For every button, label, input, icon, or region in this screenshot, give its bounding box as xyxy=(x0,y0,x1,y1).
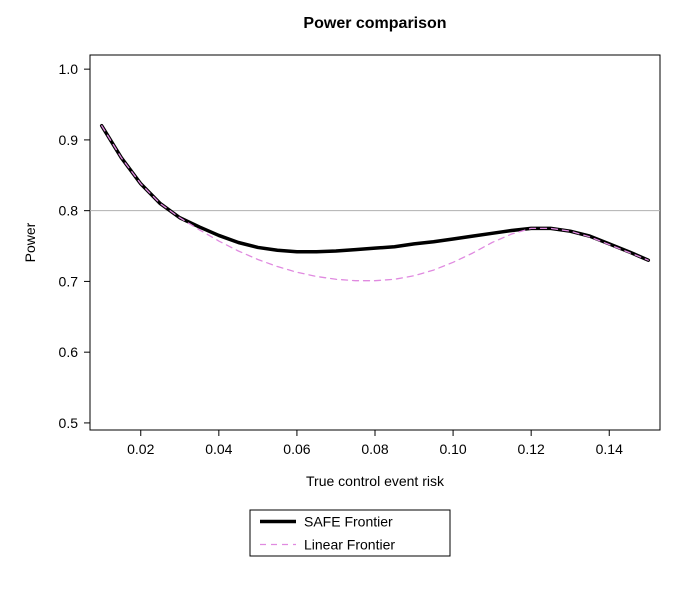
x-tick-label: 0.04 xyxy=(205,441,232,457)
y-tick-label: 0.9 xyxy=(59,132,79,148)
y-tick-label: 0.5 xyxy=(59,415,79,431)
series-line-0 xyxy=(102,126,649,260)
x-tick-label: 0.08 xyxy=(361,441,388,457)
y-tick-label: 1.0 xyxy=(59,61,79,77)
plot-border xyxy=(90,55,660,430)
x-axis-title: True control event risk xyxy=(306,473,445,489)
chart-title: Power comparison xyxy=(303,15,446,32)
x-tick-label: 0.10 xyxy=(439,441,466,457)
x-tick-label: 0.12 xyxy=(518,441,545,457)
y-tick-label: 0.7 xyxy=(59,273,79,289)
x-tick-label: 0.06 xyxy=(283,441,310,457)
y-tick-label: 0.8 xyxy=(59,203,79,219)
series-line-1 xyxy=(102,126,649,281)
x-tick-label: 0.14 xyxy=(596,441,623,457)
y-axis-title: Power xyxy=(22,222,38,262)
y-tick-label: 0.6 xyxy=(59,344,79,360)
legend-label-1: Linear Frontier xyxy=(304,537,395,553)
legend-label-0: SAFE Frontier xyxy=(304,514,393,530)
x-tick-label: 0.02 xyxy=(127,441,154,457)
chart-container: Power comparison 0.02 0.04 0.06 0.08 0.10 0.12… xyxy=(0,0,685,600)
power-comparison-chart: Power comparison 0.02 0.04 0.06 0.08 0.10 0.12… xyxy=(0,0,685,600)
